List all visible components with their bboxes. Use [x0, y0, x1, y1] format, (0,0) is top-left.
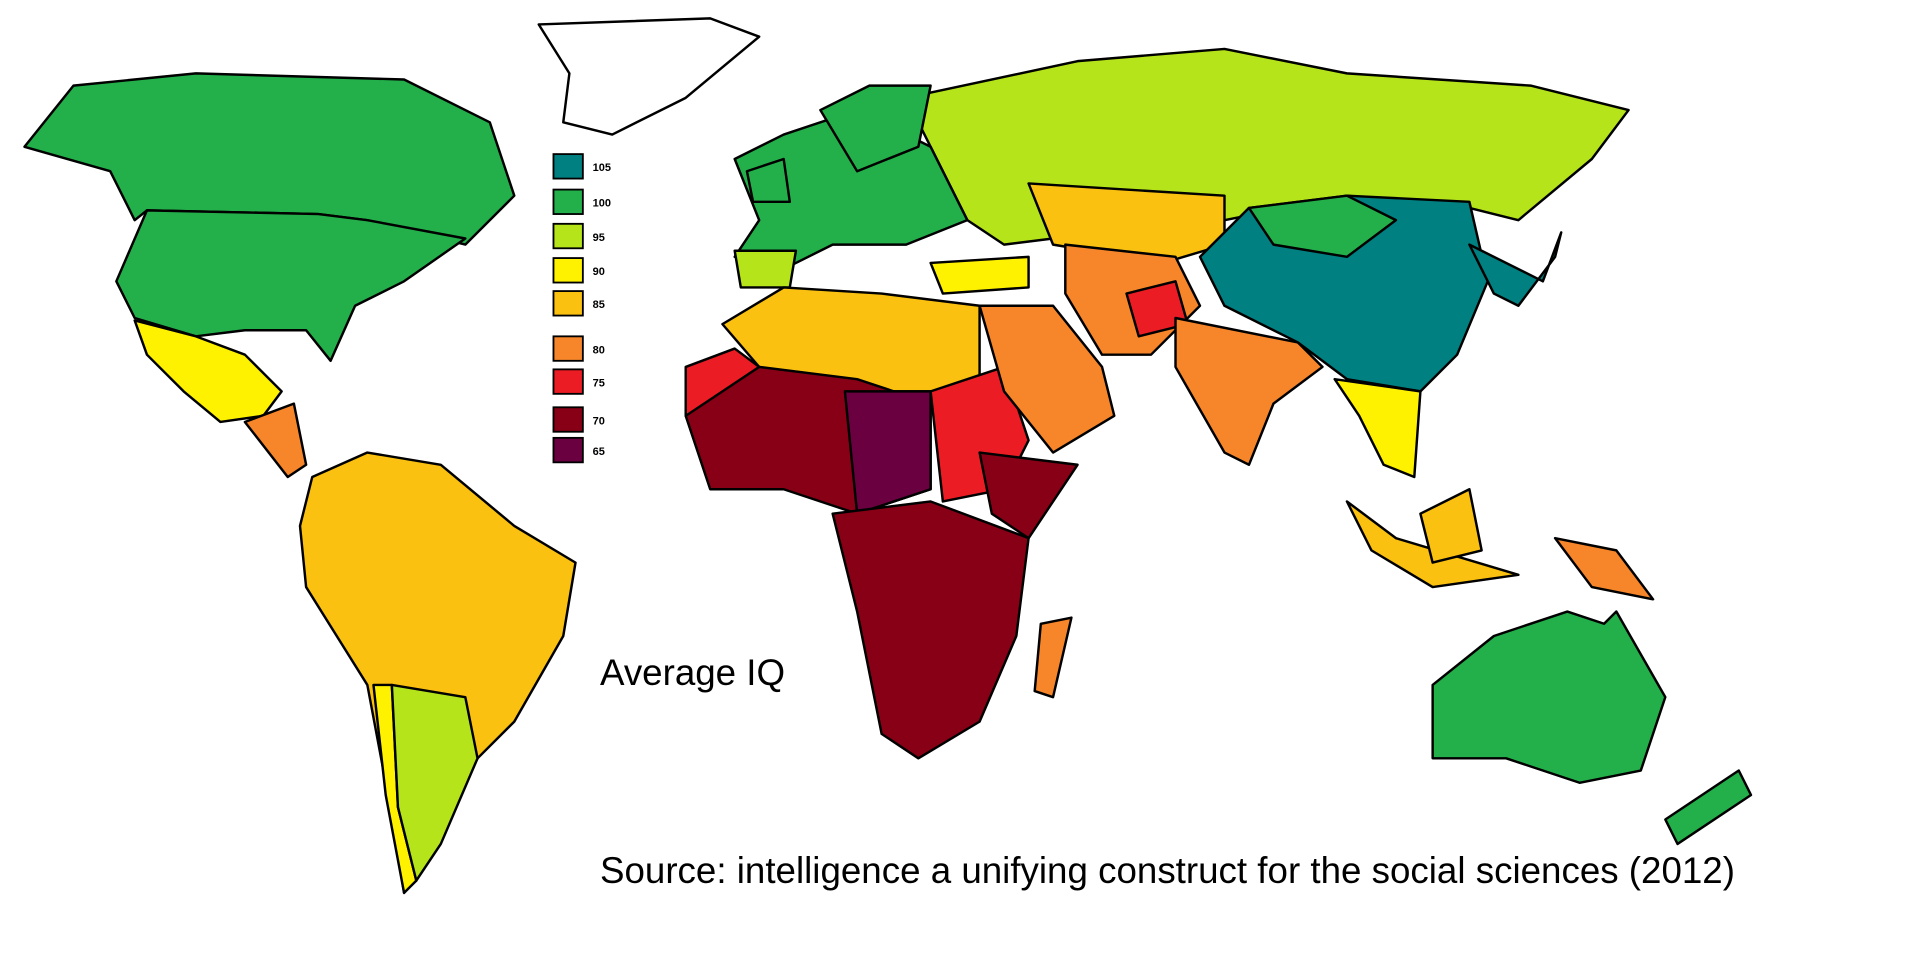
papua-new-guinea: [1553, 536, 1655, 601]
legend-swatch: [552, 335, 584, 362]
legend-label: 80: [593, 344, 605, 356]
uk: [745, 157, 792, 204]
legend: 105 100 95 90 85 80 75 70 65: [552, 153, 611, 464]
legend-swatch: [552, 188, 584, 215]
legend-swatch: [552, 222, 584, 250]
legend-label: 65: [593, 446, 605, 458]
legend-label: 105: [593, 162, 611, 174]
greenland: [537, 17, 761, 136]
legend-label: 95: [593, 232, 605, 244]
iberia: [733, 249, 798, 289]
legend-swatch: [552, 290, 584, 317]
madagascar: [1033, 616, 1073, 699]
legend-swatch: [552, 436, 584, 464]
new-zealand: [1664, 769, 1753, 846]
southeast-asia: [1333, 377, 1422, 479]
southern-africa: [831, 500, 1030, 760]
countries: [23, 17, 1753, 895]
turkey: [929, 255, 1030, 295]
central-america: [243, 402, 308, 479]
legend-label: 100: [593, 198, 611, 210]
borneo: [1419, 488, 1483, 564]
middle-east: [978, 304, 1116, 454]
argentina: [390, 683, 479, 882]
legend-swatch: [552, 257, 584, 284]
legend-swatch: [552, 368, 584, 395]
source-note: Source: intelligence a unifying construc…: [600, 850, 1735, 891]
scandinavia: [819, 84, 932, 173]
kazakhstan: [1027, 182, 1226, 265]
legend-label: 70: [593, 415, 605, 427]
legend-label: 90: [593, 266, 605, 278]
map-title: Average IQ: [600, 652, 785, 693]
legend-swatch: [552, 153, 584, 180]
canada: [23, 72, 516, 246]
legend-label: 75: [593, 377, 605, 389]
japan-korea: [1468, 231, 1563, 307]
mongolia: [1247, 194, 1398, 259]
chad: [843, 390, 932, 515]
australia: [1431, 610, 1667, 784]
usa: [115, 209, 467, 363]
legend-swatch: [552, 406, 584, 433]
sumatra-java: [1345, 500, 1520, 589]
legend-label: 85: [593, 299, 605, 311]
